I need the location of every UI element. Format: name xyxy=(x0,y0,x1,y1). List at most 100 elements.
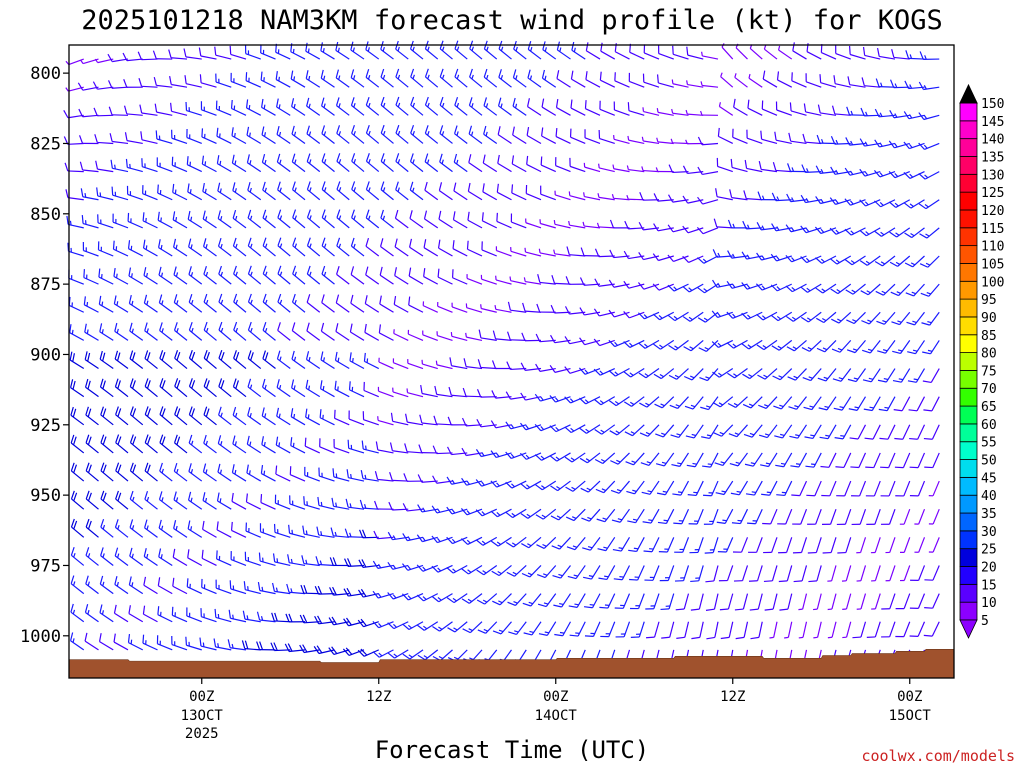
wind-barb xyxy=(144,322,158,341)
wind-barb xyxy=(306,265,321,285)
wind-barb xyxy=(461,536,483,545)
barb-feather xyxy=(380,153,385,162)
barb-feather xyxy=(418,444,423,453)
barb-half-feather xyxy=(835,259,840,264)
wind-barb xyxy=(188,321,203,341)
barb-feather xyxy=(201,155,205,165)
barb-feather xyxy=(922,380,932,384)
colorbar-segment xyxy=(959,120,978,140)
wind-barb xyxy=(65,58,84,66)
barb-feather xyxy=(232,182,236,191)
wind-barb xyxy=(246,435,262,454)
barb-feather xyxy=(600,42,603,52)
barb-shaft xyxy=(599,108,615,116)
barb-shaft xyxy=(377,449,394,454)
wind-barb xyxy=(880,452,896,469)
barb-half-feather xyxy=(514,630,519,633)
wind-barb xyxy=(242,610,261,623)
barb-feather xyxy=(70,462,75,472)
wind-barb xyxy=(247,321,262,341)
barb-half-feather xyxy=(337,386,339,391)
barb-feather xyxy=(158,519,162,529)
barb-half-feather xyxy=(235,299,239,305)
barb-shaft xyxy=(540,193,556,201)
wind-barb xyxy=(741,311,763,320)
barb-feather xyxy=(317,585,323,595)
barb-feather xyxy=(94,134,98,143)
wind-barb xyxy=(827,621,837,639)
wind-barb xyxy=(873,169,896,178)
barb-half-feather xyxy=(529,75,533,80)
barb-feather xyxy=(64,162,69,172)
wind-barb xyxy=(402,621,424,631)
wind-barb xyxy=(409,238,424,257)
barb-feather xyxy=(276,407,280,417)
barb-feather xyxy=(760,130,763,140)
barb-half-feather xyxy=(176,328,179,333)
barb-feather xyxy=(535,363,541,372)
barb-feather xyxy=(907,351,916,355)
barb-half-feather xyxy=(596,222,600,228)
wind-barb xyxy=(447,416,468,426)
barb-shaft xyxy=(743,621,749,638)
wind-barb xyxy=(387,561,409,570)
barb-shaft xyxy=(377,419,394,426)
barb-shaft xyxy=(802,593,808,610)
barb-feather xyxy=(257,581,261,591)
surface-terrain xyxy=(68,649,955,679)
credit-link[interactable]: coolwx.com/models xyxy=(861,747,1015,765)
barb-shaft xyxy=(932,537,940,553)
wind-barb xyxy=(732,128,748,145)
barb-feather xyxy=(161,352,166,361)
barb-feather xyxy=(232,378,237,387)
wind-barb xyxy=(845,137,866,146)
barb-shaft xyxy=(466,336,483,341)
barb-shaft xyxy=(599,137,615,145)
barb-half-feather xyxy=(146,525,149,530)
barb-feather xyxy=(814,226,822,234)
barb-feather xyxy=(476,418,482,428)
barb-shaft xyxy=(628,283,645,289)
wind-barb xyxy=(537,274,556,285)
barb-shaft xyxy=(815,508,822,525)
wind-barb xyxy=(638,221,660,231)
wind-barb xyxy=(380,209,394,229)
barb-shaft xyxy=(835,52,851,60)
barb-shaft xyxy=(421,392,438,398)
wind-barb xyxy=(114,519,129,538)
barb-feather xyxy=(785,224,792,233)
barb-feather xyxy=(114,519,119,528)
wind-barb xyxy=(541,127,557,144)
wind-barb xyxy=(424,181,439,201)
wind-barb xyxy=(888,199,911,208)
wind-barb xyxy=(686,80,704,88)
barb-feather xyxy=(511,155,515,164)
wind-barb xyxy=(727,219,748,229)
barb-half-feather xyxy=(364,474,367,480)
barb-shaft xyxy=(82,114,99,118)
wind-barb xyxy=(260,71,276,88)
wind-barb xyxy=(735,621,749,640)
wind-barb xyxy=(320,42,335,60)
barb-half-feather xyxy=(629,401,635,406)
wind-barb xyxy=(336,209,350,229)
barb-half-feather xyxy=(145,272,148,278)
wind-barb xyxy=(923,424,940,440)
barb-feather xyxy=(176,436,181,445)
barb-feather xyxy=(364,323,367,333)
wind-barb xyxy=(763,537,778,554)
wind-barb xyxy=(410,68,424,88)
barb-half-feather xyxy=(909,203,914,207)
barb-feather xyxy=(919,263,929,268)
barb-half-feather xyxy=(205,469,208,474)
wind-barb xyxy=(711,310,733,319)
barb-feather xyxy=(453,182,457,192)
barb-shaft xyxy=(873,452,881,468)
barb-half-feather xyxy=(260,616,264,621)
wind-barb xyxy=(861,311,881,325)
barb-feather xyxy=(132,380,136,389)
barb-shaft xyxy=(598,196,615,201)
barb-shaft xyxy=(525,251,542,257)
barb-shaft xyxy=(585,108,601,116)
wind-barb xyxy=(639,192,660,201)
